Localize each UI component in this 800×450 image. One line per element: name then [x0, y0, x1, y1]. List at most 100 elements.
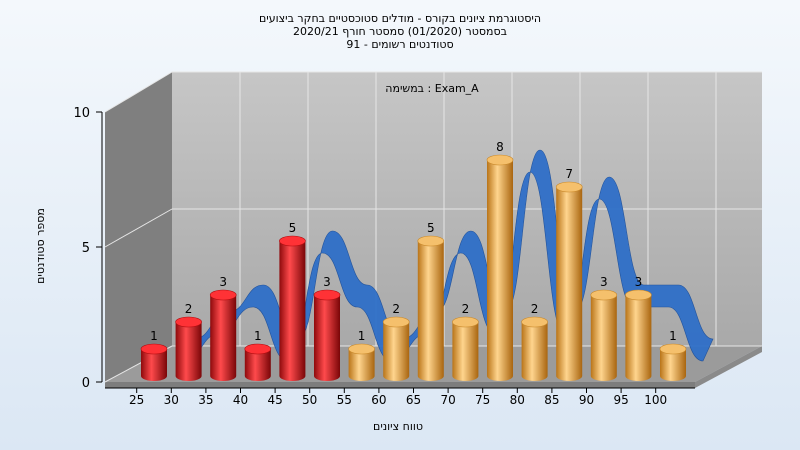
- x-tick-label: 75: [475, 393, 490, 407]
- bar-body: [660, 349, 686, 381]
- gridline-wall: [104, 71, 173, 113]
- y-tick-label: 10: [73, 106, 90, 121]
- y-tick-label: 5: [82, 241, 90, 256]
- bar-body: [417, 241, 444, 382]
- bar-value-label: 3: [323, 275, 331, 289]
- bars: 1 2 3 1 5 3 1 2 5 2 8 2 7 3 3 1: [140, 140, 687, 382]
- bar-25: 1: [140, 329, 168, 381]
- series-ribbon: [183, 149, 714, 362]
- bar-top: [659, 343, 687, 355]
- bar-top: [521, 316, 548, 328]
- bar-35: 3: [209, 275, 237, 382]
- bar-body: [141, 349, 167, 381]
- bar-50: 3: [313, 275, 341, 381]
- bar-45: 5: [279, 221, 306, 382]
- bar-65: 5: [417, 221, 445, 382]
- bar-body: [625, 295, 652, 382]
- bar-value-label: 1: [669, 329, 677, 343]
- x-axis: 25 30 35 40 45 50 55 60 65 70 75 80 85 90 95 100: [105, 387, 695, 407]
- bar-90: 3: [590, 275, 618, 382]
- bar-body: [556, 187, 583, 382]
- bar-value-label: 2: [185, 302, 193, 316]
- x-tick-label: 35: [198, 393, 213, 407]
- bar-value-label: 1: [254, 329, 262, 343]
- y-tick-label: 0: [82, 376, 90, 391]
- x-tick-label: 85: [544, 393, 559, 407]
- bar-top: [313, 289, 341, 301]
- bar-body: [175, 322, 202, 382]
- bar-80: 2: [521, 302, 548, 382]
- bar-top: [590, 289, 618, 301]
- left-wall: [105, 72, 172, 382]
- bar-value-label: 7: [565, 167, 573, 181]
- bar-70: 2: [452, 302, 479, 382]
- bar-55: 1: [348, 329, 375, 382]
- bar-body: [210, 295, 237, 382]
- bar-value-label: 3: [635, 275, 643, 289]
- bar-top: [244, 343, 272, 355]
- bar-top: [348, 343, 375, 355]
- bar-top: [625, 289, 652, 301]
- title-line-3: סטודנטים רשומים - 91: [346, 38, 453, 51]
- x-tick-label: 60: [371, 393, 386, 407]
- bar-60: 2: [382, 302, 410, 382]
- x-tick-label: 40: [233, 393, 248, 407]
- bar-value-label: 2: [392, 302, 400, 316]
- bar-value-label: 3: [600, 275, 608, 289]
- bar-value-label: 2: [462, 302, 470, 316]
- bar-value-label: 1: [358, 329, 366, 343]
- bar-value-label: 5: [427, 221, 435, 235]
- bar-95: 3: [625, 275, 652, 382]
- x-tick-label: 90: [579, 393, 594, 407]
- floor-front-edge: [105, 382, 695, 388]
- bar-top: [175, 316, 202, 328]
- bar-top: [417, 235, 445, 247]
- x-tick-label: 100: [644, 393, 667, 407]
- ribbon-series: [183, 149, 714, 362]
- x-tick-label: 50: [302, 393, 317, 407]
- bar-value-label: 2: [531, 302, 539, 316]
- x-tick-label: 95: [613, 393, 628, 407]
- x-tick-label: 25: [129, 393, 144, 407]
- bar-top: [382, 316, 410, 328]
- x-tick-label: 65: [406, 393, 421, 407]
- bar-value-label: 1: [150, 329, 158, 343]
- bar-body: [348, 349, 375, 382]
- x-axis-label: טווח ציונים: [373, 420, 423, 433]
- bar-top: [209, 289, 237, 301]
- bar-body: [244, 349, 271, 381]
- x-tick-label: 45: [267, 393, 282, 407]
- x-tick-label: 80: [510, 393, 525, 407]
- title-line-2: בסמסטר (01/2020) סמסטר חורף 2020/21: [293, 25, 507, 38]
- x-tick-label: 55: [337, 393, 352, 407]
- bar-100: 1: [659, 329, 687, 381]
- gridline-wall: [104, 208, 173, 248]
- bar-top: [555, 181, 583, 193]
- title-line-1: היסטוגרמת ציונים בקורס - מודלים סטוכסטיי…: [259, 12, 541, 25]
- bar-body: [487, 160, 513, 381]
- bar-top: [452, 316, 479, 328]
- y-axis: 0 5 10: [73, 106, 103, 391]
- x-tick-label: 30: [164, 393, 179, 407]
- x-tick-label: 70: [440, 393, 455, 407]
- bar-85: 7: [555, 167, 583, 382]
- bar-40: 1: [244, 329, 272, 381]
- bar-top: [140, 343, 168, 355]
- bar-body: [590, 295, 617, 382]
- bar-body: [383, 322, 410, 382]
- bar-value-label: 5: [289, 221, 297, 235]
- chart-title: היסטוגרמת ציונים בקורס - מודלים סטוכסטיי…: [259, 12, 541, 51]
- y-axis-label: מספר סטודנטים: [34, 208, 47, 284]
- bar-value-label: 8: [496, 140, 504, 154]
- bar-75: 8: [486, 140, 514, 381]
- bar-body: [314, 295, 340, 381]
- bar-top: [486, 154, 514, 166]
- annotation: במשימה : Exam_A: [385, 82, 479, 95]
- bar-body: [521, 322, 548, 382]
- bar-30: 2: [175, 302, 202, 382]
- bar-top: [279, 235, 306, 247]
- bar-body: [279, 241, 306, 382]
- bar-value-label: 3: [219, 275, 227, 289]
- floor-right-edge: [695, 346, 762, 388]
